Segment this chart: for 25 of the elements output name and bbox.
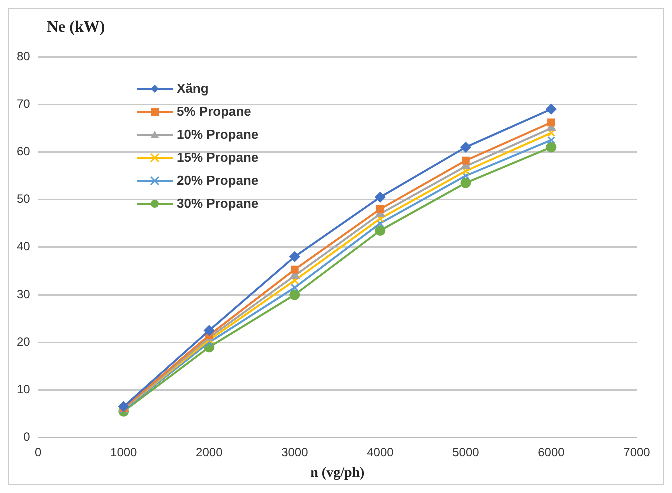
legend-label: 15% Propane (177, 150, 259, 165)
y-tick-label: 40 (16, 240, 31, 254)
y-tick-label: 0 (24, 430, 31, 444)
x-tick-label: 0 (35, 445, 42, 460)
legend-label: 10% Propane (177, 127, 259, 142)
x-tick-label: 7000 (624, 445, 651, 460)
x-tick-label: 2000 (196, 445, 224, 460)
x-tick-label: 4000 (367, 445, 394, 460)
y-tick-label: 60 (16, 144, 31, 159)
y-tick-label: 80 (16, 49, 31, 64)
y-axis-title: Ne (kW) (47, 19, 106, 37)
x-tick-label: 3000 (282, 445, 309, 460)
y-tick-label: 30 (16, 287, 31, 302)
legend-label: Xăng (177, 81, 209, 96)
legend-label: 5% Propane (177, 104, 252, 119)
legend-label: 20% Propane (177, 173, 259, 188)
y-tick-label: 70 (16, 96, 31, 111)
x-tick-label: 1000 (110, 445, 138, 460)
y-tick-label: 50 (16, 192, 31, 206)
x-tick-label: 6000 (538, 445, 566, 460)
x-tick-label: 5000 (452, 445, 480, 460)
legend-label: 30% Propane (177, 196, 259, 211)
y-tick-label: 20 (16, 334, 31, 349)
y-tick-label: 10 (16, 382, 31, 397)
x-axis-title: n (vg/ph) (310, 466, 366, 482)
